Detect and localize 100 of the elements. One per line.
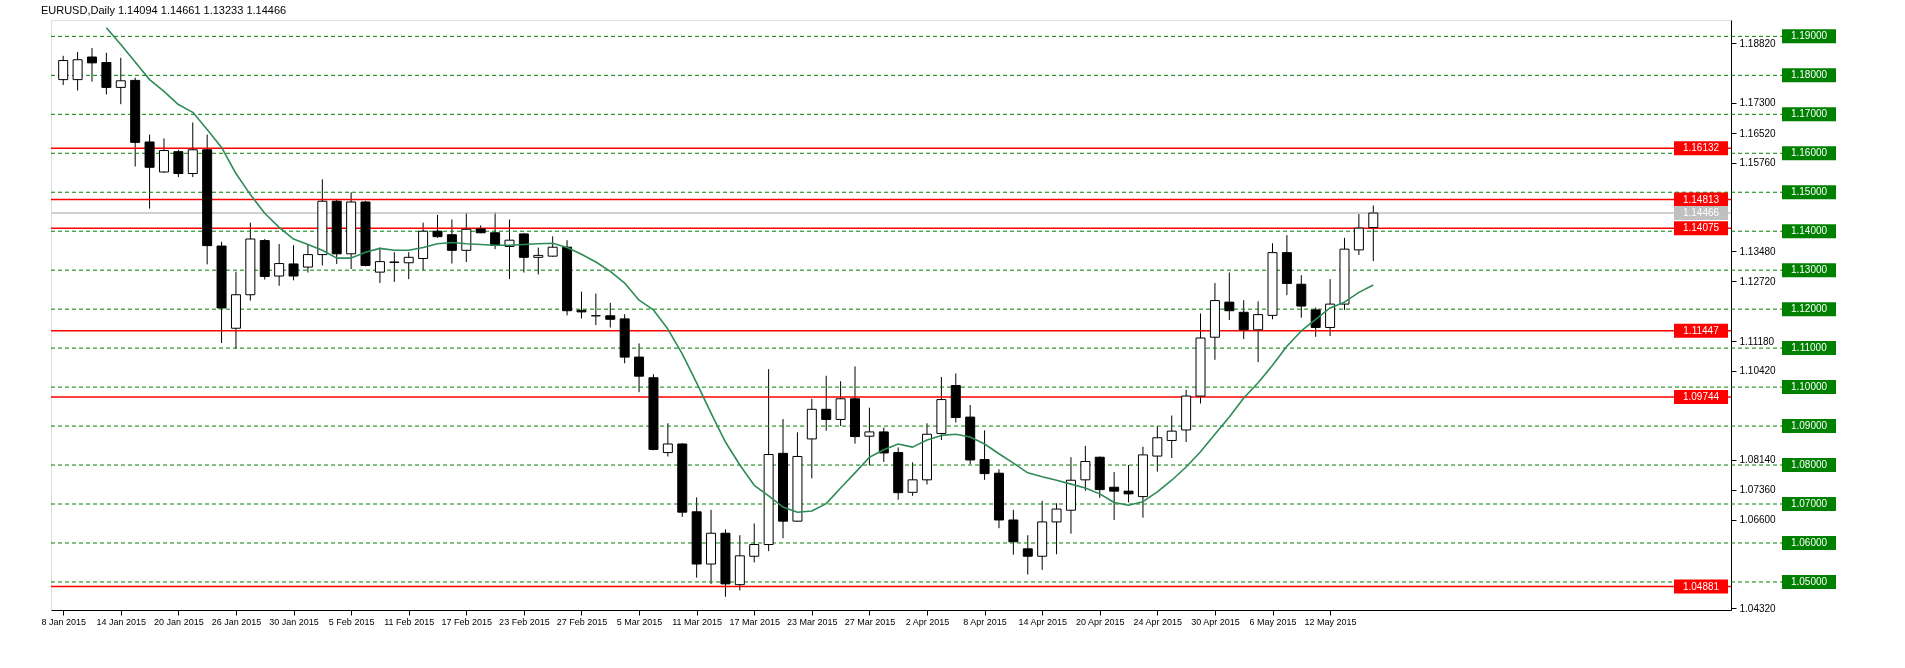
- x-tick-label: 14 Apr 2015: [1018, 616, 1067, 627]
- x-tick-label: 8 Apr 2015: [963, 616, 1007, 627]
- candlestick: [1353, 213, 1364, 256]
- y-tick-label: 1.07360: [1739, 484, 1777, 496]
- ref-line-label: 1.09000: [1790, 420, 1828, 432]
- candlestick: [547, 235, 558, 258]
- candlestick: [72, 51, 83, 92]
- ref-line-label: 1.07000: [1790, 498, 1828, 509]
- candlestick: [461, 212, 472, 263]
- candlestick: [1022, 534, 1033, 576]
- candlestick: [1152, 425, 1163, 473]
- chart-title: EURUSD,Daily 1.14094 1.14661 1.13233 1.14466: [40, 4, 287, 16]
- candlestick: [533, 247, 544, 275]
- x-tick-label: 20 Jan 2015: [154, 616, 204, 627]
- candlestick: [605, 302, 616, 328]
- candlestick: [1296, 274, 1307, 319]
- line-series: [105, 26, 1375, 513]
- y-tick-label: 1.12720: [1739, 275, 1777, 287]
- x-tick-label: 30 Jan 2015: [269, 616, 319, 627]
- x-tick-label: 24 Apr 2015: [1133, 616, 1183, 627]
- x-tick-label: 26 Jan 2015: [211, 616, 262, 627]
- x-tick-label: 17 Feb 2015: [441, 616, 493, 627]
- candlestick: [288, 244, 299, 281]
- candlestick: [1325, 278, 1336, 337]
- candlestick: [634, 342, 645, 393]
- ref-line-label: 1.14075: [1682, 222, 1720, 234]
- x-tick-label: 14 Jan 2015: [96, 616, 147, 627]
- y-tick-label: 1.17300: [1739, 97, 1777, 109]
- candlestick: [821, 375, 832, 432]
- ref-line-label: 1.16132: [1682, 142, 1720, 154]
- x-tick-label: 30 Apr 2015: [1191, 616, 1240, 627]
- candlestick: [1008, 509, 1019, 556]
- y-tick-label: 1.15760: [1739, 157, 1777, 169]
- y-tick-label: 1.16520: [1739, 127, 1777, 139]
- candlestick: [58, 55, 69, 86]
- y-tick-label: 1.08140: [1739, 454, 1777, 466]
- candlestick: [490, 211, 501, 250]
- candlestick: [158, 137, 169, 174]
- ref-line-label: 1.14813: [1682, 193, 1720, 205]
- x-tick-label: 23 Mar 2015: [787, 616, 838, 627]
- ref-line-label: 1.11447: [1683, 324, 1720, 336]
- x-tick-label: 27 Mar 2015: [844, 616, 896, 627]
- y-tick-label: 1.11180: [1739, 335, 1775, 347]
- candlestick: [403, 251, 414, 280]
- candlestick: [835, 380, 846, 427]
- x-tick-label: 6 May 2015: [1249, 616, 1297, 627]
- candlestick: [1080, 445, 1091, 492]
- y-tick-label: 1.10420: [1739, 365, 1777, 377]
- candlestick: [86, 47, 97, 83]
- ref-line-label: 1.14000: [1790, 225, 1828, 237]
- candlestick: [1166, 415, 1177, 459]
- y-tick-label: 1.06600: [1739, 514, 1777, 526]
- ref-line-label: 1.09744: [1682, 391, 1720, 403]
- ref-line-label: 1.16000: [1790, 147, 1828, 159]
- ref-line-label: 1.12000: [1790, 303, 1828, 315]
- candlestick: [1253, 300, 1264, 363]
- candlestick: [979, 429, 990, 481]
- ref-line-label: 1.14466: [1682, 207, 1720, 219]
- candlestick: [878, 427, 889, 463]
- candlestick: [576, 291, 587, 320]
- x-tick-label: 12 May 2015: [1304, 616, 1357, 627]
- x-tick-label: 11 Feb 2015: [384, 616, 435, 627]
- x-tick-label: 23 Feb 2015: [499, 616, 550, 627]
- ref-line-label: 1.05000: [1790, 575, 1828, 587]
- candlestick: [907, 461, 918, 497]
- x-tick-label: 5 Feb 2015: [328, 616, 375, 627]
- ref-line-label: 1.13000: [1790, 264, 1828, 276]
- ref-line-label: 1.19000: [1790, 30, 1828, 42]
- candlestick: [1238, 299, 1249, 340]
- candlestick: [432, 214, 443, 239]
- candlestick: [187, 121, 198, 178]
- y-tick-label: 1.18820: [1739, 37, 1777, 49]
- candlestick: [864, 407, 875, 466]
- y-tick-label: 1.13480: [1739, 245, 1777, 257]
- candlestick: [662, 422, 673, 457]
- y-tick-label: 1.04320: [1739, 602, 1777, 614]
- ref-line-label: 1.04881: [1682, 580, 1720, 592]
- x-tick-label: 11 Mar 2015: [672, 616, 723, 627]
- candlestick: [1123, 464, 1134, 503]
- ref-line-label: 1.17000: [1790, 108, 1828, 120]
- candlestick: [1051, 502, 1062, 555]
- candlestick: [518, 232, 529, 274]
- x-tick-label: 17 Mar 2015: [729, 616, 781, 627]
- candlestick: [1368, 204, 1379, 262]
- candlestick: [1224, 272, 1235, 321]
- ref-line-label: 1.10000: [1790, 381, 1828, 393]
- candlestick: [749, 522, 760, 563]
- x-tick-label: 20 Apr 2015: [1075, 616, 1125, 627]
- ref-line-label: 1.11000: [1791, 342, 1828, 354]
- candlestick: [374, 247, 385, 284]
- candlestick: [389, 251, 400, 283]
- candlestick: [115, 57, 126, 105]
- x-tick-label: 5 Mar 2015: [616, 616, 663, 627]
- candlestick: [1109, 471, 1120, 521]
- ref-line-label: 1.06000: [1790, 536, 1828, 548]
- candlestick: [302, 243, 313, 274]
- candlestick: [1310, 307, 1321, 338]
- candlestick: [274, 243, 285, 287]
- ref-line-label: 1.15000: [1790, 186, 1828, 198]
- candlestick: [173, 149, 184, 178]
